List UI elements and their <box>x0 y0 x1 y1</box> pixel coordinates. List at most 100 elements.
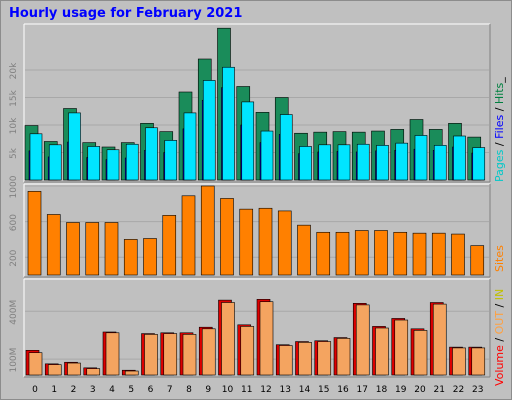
bar-sites <box>393 231 408 276</box>
x-tick-label: 13 <box>280 385 291 395</box>
y-tick-label: 100M <box>9 348 19 373</box>
bar-sites <box>239 208 254 276</box>
bar-sites <box>258 207 273 276</box>
x-tick-label: 12 <box>260 385 271 395</box>
legend-pages: Pages <box>493 149 506 182</box>
bar-in <box>471 347 486 376</box>
bar-pages <box>68 112 81 181</box>
x-tick-label: 21 <box>434 385 445 395</box>
y-tick-label: 15k <box>9 89 19 106</box>
chart-title: Hourly usage for February 2021 <box>9 6 243 21</box>
x-tick-label: 9 <box>205 385 211 395</box>
bar-pages <box>202 80 216 181</box>
x-tick-label: 6 <box>148 385 154 395</box>
legend-files: Files <box>493 115 506 139</box>
bar-sites <box>277 210 292 276</box>
y-tick-label: 10k <box>9 117 19 134</box>
y-tick-label: 600 <box>9 214 19 231</box>
x-tick-label: 7 <box>167 385 173 395</box>
bar-sites <box>451 233 465 276</box>
x-tick-label: 11 <box>241 385 252 395</box>
x-tick-label: 3 <box>90 385 96 395</box>
bar-pages <box>241 101 255 181</box>
bar-sites <box>316 231 331 276</box>
bar-in <box>182 334 197 376</box>
x-tick-label: 10 <box>222 385 234 395</box>
bar-in <box>394 319 409 376</box>
x-tick-label: 4 <box>109 385 115 395</box>
y-tick-label: 5k <box>9 147 19 159</box>
bar-in <box>28 352 43 376</box>
legend-bottom-sep1: / <box>493 334 506 345</box>
bar-pages <box>183 112 197 181</box>
x-tick-label: 8 <box>186 385 192 395</box>
panel-bg <box>24 184 490 277</box>
bar-pages <box>299 146 312 181</box>
legend-top-sep2: / <box>493 104 506 115</box>
bar-sites <box>46 214 61 276</box>
bar-pages <box>414 135 428 181</box>
bar-sites <box>104 222 119 276</box>
bar-sites <box>66 222 80 276</box>
x-tick-label: 22 <box>453 385 464 395</box>
bar-pages <box>87 146 101 181</box>
panel-sites: 200 600 1000 <box>9 175 491 278</box>
bar-sites <box>335 231 350 276</box>
legend-top-sep1: / <box>493 139 506 150</box>
bar-pages <box>145 127 158 181</box>
bar-sites <box>220 198 234 276</box>
bar-pages <box>48 144 62 181</box>
bar-in <box>163 333 178 376</box>
x-tick-label: 2 <box>71 385 77 395</box>
x-tick-label: 19 <box>395 385 407 395</box>
x-tick-label: 20 <box>414 385 426 395</box>
bar-in <box>413 330 428 376</box>
bar-pages <box>318 144 332 181</box>
bar-pages <box>472 147 486 181</box>
bar-pages <box>260 130 274 181</box>
y-tick-label: 1000 <box>9 175 19 198</box>
bar-in <box>317 341 332 376</box>
bar-sites <box>85 222 100 276</box>
x-tick-label: 17 <box>357 385 368 395</box>
bar-sites <box>297 224 311 276</box>
bar-sites <box>200 185 215 276</box>
x-tick-label: 23 <box>472 385 483 395</box>
bar-in <box>240 326 255 376</box>
legend-bottom: Volume / OUT / IN <box>493 289 506 386</box>
bar-pages <box>125 143 139 181</box>
legend-hits: Hits <box>493 82 506 104</box>
x-tick-label: 16 <box>337 385 349 395</box>
bar-in <box>336 338 351 376</box>
panel-hits-files-pages: 5k 10k 15k 20k <box>9 23 491 183</box>
bar-in <box>47 364 62 376</box>
x-tick-label: 15 <box>318 385 329 395</box>
legend-sites: Sites <box>493 245 506 272</box>
bar-in <box>86 368 101 376</box>
bar-sites <box>181 195 196 276</box>
bar-pages <box>433 145 447 181</box>
legend-volume: Volume <box>493 345 506 386</box>
x-tick-label: 0 <box>32 385 38 395</box>
bar-pages <box>337 144 351 181</box>
bar-in <box>452 347 466 376</box>
bar-in <box>432 303 447 376</box>
y-tick-label: 400M <box>9 300 19 325</box>
bar-pages <box>164 140 178 181</box>
y-tick-label: 200 <box>9 249 19 266</box>
bar-in <box>259 301 274 376</box>
x-tick-label: 18 <box>376 385 388 395</box>
legend-out: OUT <box>493 311 506 335</box>
bar-in <box>375 327 389 376</box>
legend-bottom-sep2: / <box>493 300 506 311</box>
y-tick-label: 20k <box>9 62 19 79</box>
bar-in <box>67 362 81 376</box>
bar-pages <box>222 66 235 181</box>
x-tick-label: 1 <box>51 385 57 395</box>
bar-in <box>221 302 235 376</box>
bar-in <box>355 304 370 376</box>
bar-pages <box>395 142 409 181</box>
bar-sites <box>412 232 427 276</box>
